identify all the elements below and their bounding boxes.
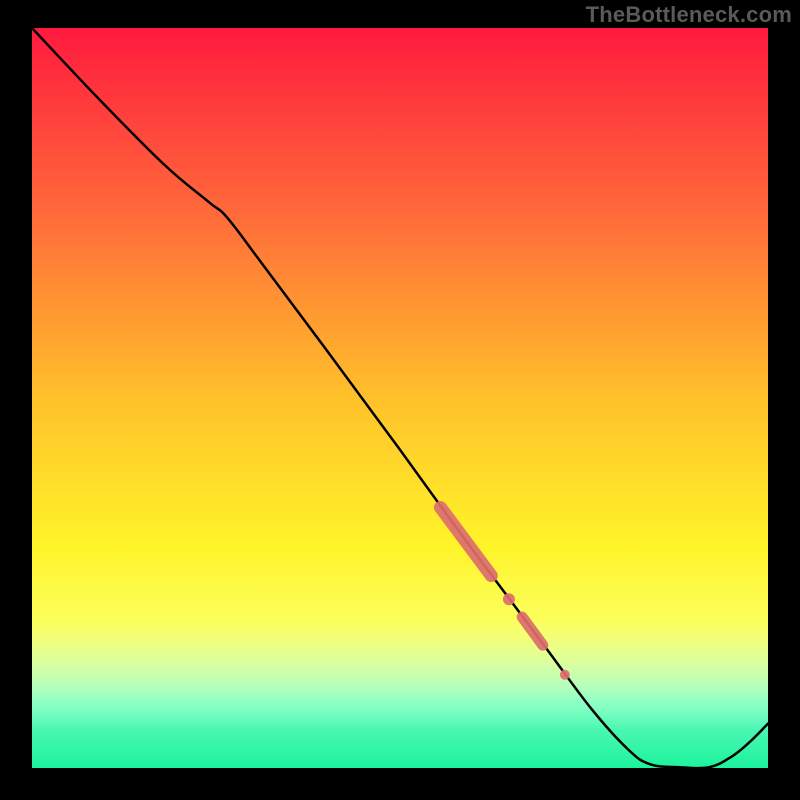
- chart-overlay: [0, 0, 800, 800]
- watermark-text: TheBottleneck.com: [586, 2, 792, 28]
- chart-frame: TheBottleneck.com: [0, 0, 800, 800]
- highlight-dot-1: [503, 593, 515, 605]
- highlight-dot-3: [560, 670, 570, 680]
- highlight-segment-0: [440, 508, 491, 576]
- highlight-segment-2: [522, 617, 543, 645]
- bottleneck-curve: [32, 28, 768, 768]
